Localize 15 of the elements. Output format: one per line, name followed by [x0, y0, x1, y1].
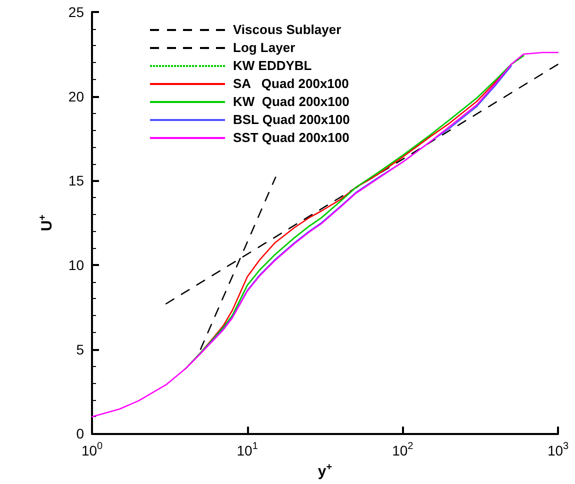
y-tick-label: 0 [76, 426, 84, 442]
legend-label: KW Quad 200x100 [233, 93, 350, 111]
y-tick-label: 10 [68, 256, 84, 273]
y-tick-label: 25 [68, 4, 84, 20]
x-axis-title: y+ [318, 462, 332, 480]
legend-label: SA Quad 200x100 [233, 75, 349, 93]
y-tick-label: 5 [76, 341, 84, 358]
legend-label: BSL Quad 200x100 [233, 111, 350, 129]
legend-label: Viscous Sublayer [233, 21, 342, 39]
legend-label: KW EDDYBL [233, 57, 312, 75]
y-tick-label: 20 [68, 88, 84, 104]
y-axis-title: U+ [38, 214, 56, 232]
legend-label: Log Layer [233, 39, 296, 57]
legend-label: SST Quad 200x100 [233, 129, 350, 147]
y-tick-label: 15 [68, 172, 84, 189]
